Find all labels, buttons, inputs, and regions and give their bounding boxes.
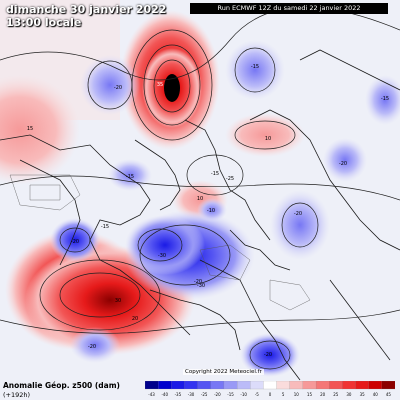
anomaly-label: -20 xyxy=(71,239,79,245)
border-layer xyxy=(9,174,311,311)
colorbar-swatch xyxy=(237,381,251,390)
colorbar-swatch xyxy=(184,381,199,390)
colorbar-tick-label: 40 xyxy=(373,392,379,397)
colorbar-swatch xyxy=(302,381,317,390)
anomaly-label: -15 xyxy=(101,224,109,230)
colorbar-swatch xyxy=(315,381,330,390)
legend-title: Anomalie Géop. z500 (dam) xyxy=(3,381,120,390)
colorbar-tick-label: 5 xyxy=(282,392,285,397)
colorbar-tick-label: 15 xyxy=(307,392,313,397)
colorbar-tick-label: -20 xyxy=(214,392,221,397)
colorbar-tick-label: -30 xyxy=(188,392,195,397)
anomaly-label: -25 xyxy=(226,176,234,182)
colorbar-swatch xyxy=(197,381,212,390)
colorbar-tick-label: 30 xyxy=(346,392,352,397)
colorbar-tick-label: 20 xyxy=(320,392,326,397)
anomaly-label: -15 xyxy=(381,96,389,102)
colorbar-swatch xyxy=(355,381,370,390)
colorbar-tick-label: -10 xyxy=(240,392,247,397)
colorbar-tick-label: -15 xyxy=(227,392,234,397)
anomaly-label: -20 xyxy=(264,352,272,358)
anomaly-label: 30 xyxy=(115,298,121,304)
anomaly-label-layer: -20 -15 -20 -15 -20 -10 -30 -20 -30 -20 … xyxy=(27,64,389,358)
forecast-time-title: 13:00 locale xyxy=(6,16,82,29)
colorbar-tick-label: 35 xyxy=(360,392,366,397)
colorbar-swatch xyxy=(145,381,159,390)
colorbar-swatch xyxy=(329,381,343,390)
anomaly-label: -30 xyxy=(158,253,166,259)
anomaly-label: -20 xyxy=(194,279,202,285)
colorbar-tick-label: -43 xyxy=(148,392,155,397)
forecast-date-title: dimanche 30 janvier 2022 xyxy=(6,3,167,16)
colorbar-swatch xyxy=(223,381,238,390)
anomaly-label: -15 xyxy=(126,174,134,180)
colorbar-tick-label: 45 xyxy=(386,392,392,397)
anomaly-label: 35 xyxy=(157,82,163,88)
anomaly-label: -15 xyxy=(251,64,259,70)
colorbar-tick-label: -5 xyxy=(255,392,259,397)
colorbar-tick-label: -40 xyxy=(161,392,168,397)
anomaly-label: -20 xyxy=(88,344,96,350)
colorbar-swatch xyxy=(276,381,291,390)
anomaly-label: 15 xyxy=(27,126,33,132)
colorbar-swatch xyxy=(158,381,172,390)
colorbar-swatch xyxy=(381,381,395,390)
coastline-layer xyxy=(0,49,400,381)
anomaly-label: -15 xyxy=(211,171,219,177)
colorbar-swatch xyxy=(263,381,277,390)
colorbar-legend: -43 -40 -35 -30 -25 -20 -15 -10 -5 0 5 10 15 20 25 30 35… xyxy=(145,381,395,397)
anomaly-label: 20 xyxy=(132,316,138,322)
anomaly-label: 10 xyxy=(197,196,203,202)
anomaly-label: -30 xyxy=(197,283,205,289)
colorbar-tick-label: -35 xyxy=(175,392,182,397)
colorbar-tick-label: 0 xyxy=(269,392,272,397)
colorbar-swatch xyxy=(342,381,356,390)
colorbar-tick-label: 25 xyxy=(333,392,339,397)
copyright-notice: Copyright 2022 Meteociel.fr xyxy=(183,369,264,375)
anomaly-label: 10 xyxy=(265,136,271,142)
colorbar-tick-label: -25 xyxy=(201,392,208,397)
anomaly-label: -10 xyxy=(207,208,215,214)
legend-subtitle: (+192h) xyxy=(3,391,31,399)
colorbar-swatch xyxy=(368,381,383,390)
colorbar-swatch xyxy=(171,381,185,390)
colorbar-swatch xyxy=(250,381,264,390)
colorbar-swatch xyxy=(210,381,225,390)
anomaly-label: -20 xyxy=(339,161,347,167)
colorbar-tick-label: 10 xyxy=(294,392,300,397)
anomaly-label: -20 xyxy=(294,211,302,217)
colorbar-swatch xyxy=(289,381,304,390)
anomaly-maximum-core xyxy=(164,74,180,102)
anomaly-label: -20 xyxy=(114,85,122,91)
model-run-info: Run ECMWF 12Z du samedi 22 janvier 2022 xyxy=(190,3,388,14)
